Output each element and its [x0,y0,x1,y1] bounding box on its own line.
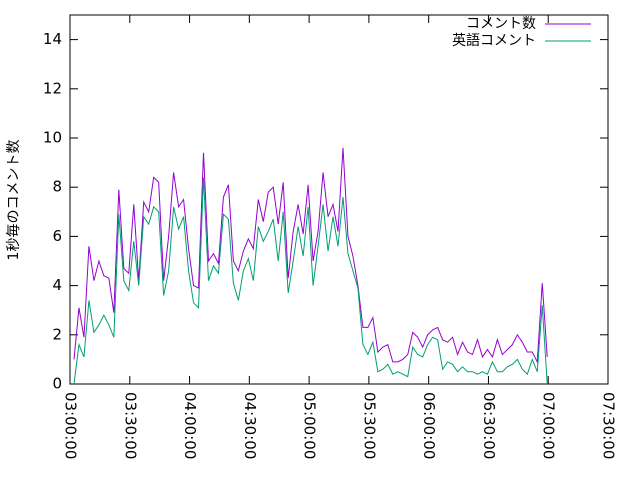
y-axis-label: 1秒毎のコメント数 [6,140,22,261]
x-tick-label: 07:00:00 [540,392,558,459]
x-tick-label: 04:00:00 [181,392,199,459]
y-tick-label: 14 [43,30,62,48]
x-tick-label: 07:30:00 [600,392,618,459]
legend-label: コメント数 [466,16,536,32]
x-tick-label: 05:00:00 [301,392,319,459]
x-tick-label: 03:30:00 [121,392,139,459]
x-tick-label: 06:30:00 [480,392,498,459]
y-tick-label: 10 [43,129,62,147]
y-tick-label: 2 [52,325,62,343]
x-tick-label: 04:30:00 [241,392,259,459]
y-tick-label: 8 [52,178,62,196]
series-line [73,177,548,385]
y-tick-label: 6 [52,227,62,245]
legend-label: 英語コメント [452,32,536,49]
x-tick-label: 06:00:00 [420,392,438,459]
x-tick-label: 03:00:00 [62,392,80,459]
plot-frame [69,14,609,385]
y-tick-label: 4 [52,276,62,294]
x-tick-label: 05:30:00 [360,392,378,459]
y-tick-label: 12 [43,79,62,97]
series-line [73,147,548,364]
y-tick-label: 0 [52,375,62,393]
